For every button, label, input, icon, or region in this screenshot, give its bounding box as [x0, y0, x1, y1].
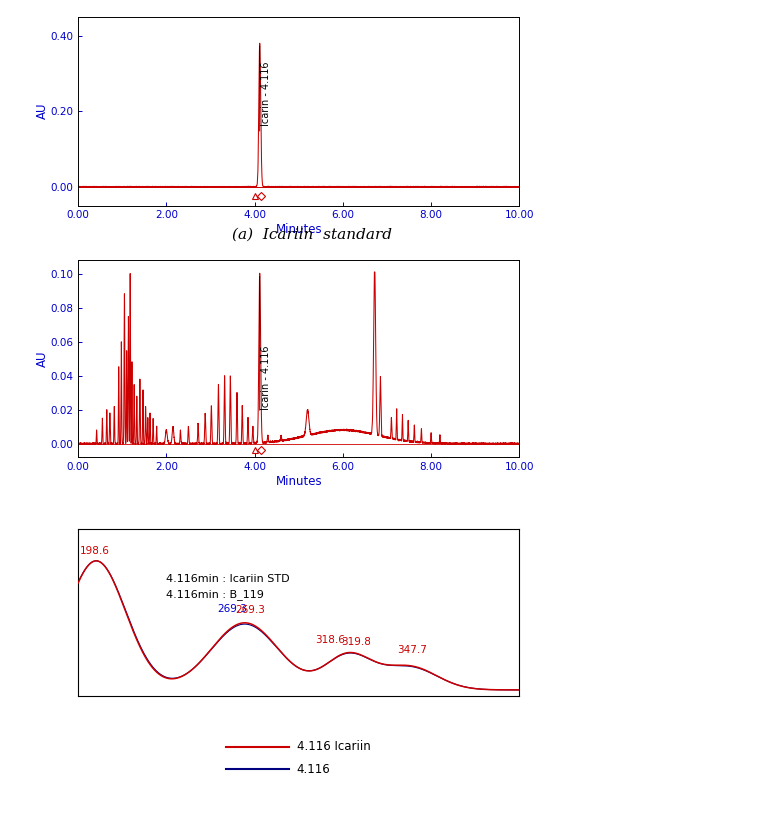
- Text: 318.6: 318.6: [316, 635, 345, 644]
- Text: 4.116min : Icariin STD: 4.116min : Icariin STD: [166, 574, 290, 584]
- Text: 4.116: 4.116: [297, 763, 330, 776]
- Text: Icarin - 4.116: Icarin - 4.116: [262, 345, 272, 409]
- Text: 347.7: 347.7: [398, 645, 427, 655]
- Text: Icarin - 4.116: Icarin - 4.116: [262, 62, 272, 127]
- Y-axis label: AU: AU: [36, 351, 49, 367]
- X-axis label: Minutes: Minutes: [276, 223, 322, 237]
- Text: 319.8: 319.8: [341, 638, 371, 648]
- Text: 269.3: 269.3: [236, 605, 266, 615]
- Text: 4.116min : B_119: 4.116min : B_119: [166, 589, 264, 600]
- Text: (a)  Icariin  standard: (a) Icariin standard: [233, 228, 392, 242]
- Y-axis label: AU: AU: [36, 103, 49, 119]
- Text: 198.6: 198.6: [80, 545, 110, 555]
- Text: 4.116 Icariin: 4.116 Icariin: [297, 740, 370, 753]
- X-axis label: Minutes: Minutes: [276, 475, 322, 488]
- Text: 269.3: 269.3: [217, 604, 247, 614]
